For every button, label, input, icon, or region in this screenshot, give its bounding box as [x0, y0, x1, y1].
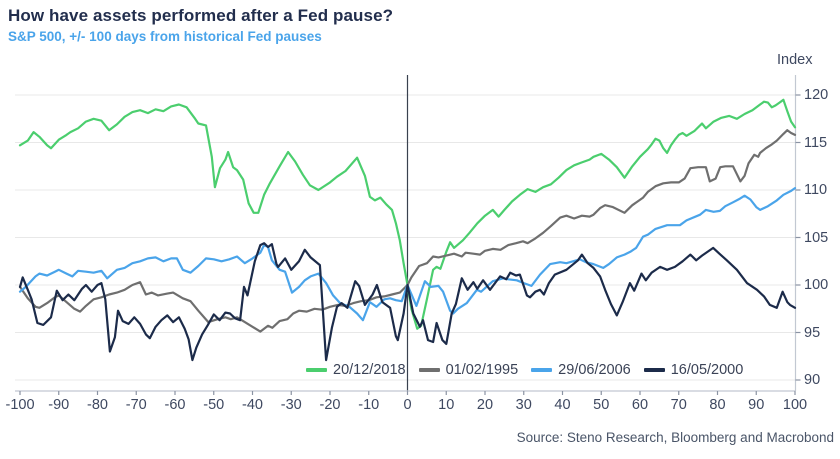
legend-swatch-icon [306, 368, 327, 372]
x-tick-label--40: -40 [242, 397, 263, 413]
series-line-01-02-1995 [18, 129, 797, 333]
y-tick-label-100: 100 [804, 277, 829, 293]
legend-swatch-icon [643, 368, 665, 372]
legend-item-20-12-2018: 20/12/2018 [306, 362, 406, 378]
x-tick-label-30: 30 [515, 397, 532, 413]
x-tick-label--100: -100 [5, 397, 35, 413]
x-tick-label--10: -10 [358, 397, 380, 413]
legend-item-01-02-1995: 01/02/1995 [418, 362, 519, 378]
x-tick-label-90: 90 [748, 397, 765, 413]
legend-label: 29/06/2006 [558, 362, 631, 378]
legend-item-29-06-2006: 29/06/2006 [531, 362, 631, 378]
legend-label: 20/12/2018 [333, 362, 406, 378]
chart-subtitle: S&P 500, +/- 100 days from historical Fe… [8, 29, 322, 44]
x-tick-label-40: 40 [554, 397, 571, 413]
y-tick-label-95: 95 [804, 324, 821, 341]
y-axis-unit-label: Index [777, 52, 813, 68]
legend-label: 16/05/2000 [670, 362, 744, 378]
x-tick-label-60: 60 [631, 397, 649, 413]
x-tick-label-20: 20 [476, 397, 494, 413]
x-tick-label--50: -50 [203, 397, 225, 413]
y-tick-label-90: 90 [804, 372, 821, 388]
y-tick-label-110: 110 [804, 182, 828, 198]
x-tick-label-10: 10 [438, 397, 455, 413]
x-tick-label-100: 100 [782, 397, 808, 413]
legend-item-16-05-2000: 16/05/2000 [643, 362, 744, 378]
x-tick-label--70: -70 [125, 397, 147, 413]
x-tick-label--20: -20 [319, 397, 341, 413]
x-tick-label-0: 0 [403, 397, 412, 413]
legend-label: 01/02/1995 [445, 362, 519, 378]
source-text: Source: Steno Research, Bloomberg and Ma… [516, 430, 834, 445]
y-tick-label-120: 120 [804, 87, 829, 103]
x-tick-label--80: -80 [87, 397, 108, 413]
y-tick-label-115: 115 [804, 134, 828, 151]
y-tick-label-105: 105 [804, 229, 829, 246]
x-tick-label--90: -90 [48, 397, 70, 413]
x-tick-label--60: -60 [164, 397, 186, 413]
x-tick-label--30: -30 [280, 397, 302, 413]
chart-legend: 20/12/2018 01/02/1995 29/06/2006 16/05/2000 [306, 362, 743, 378]
series-line-29-06-2006 [18, 187, 797, 322]
legend-swatch-icon [531, 368, 553, 372]
x-tick-label-80: 80 [709, 397, 726, 413]
x-tick-label-70: 70 [670, 397, 687, 413]
series-line-16-05-2000 [18, 242, 797, 362]
legend-swatch-icon [418, 368, 440, 372]
x-tick-label-50: 50 [593, 397, 610, 413]
page-title: How have assets performed after a Fed pa… [8, 6, 394, 25]
